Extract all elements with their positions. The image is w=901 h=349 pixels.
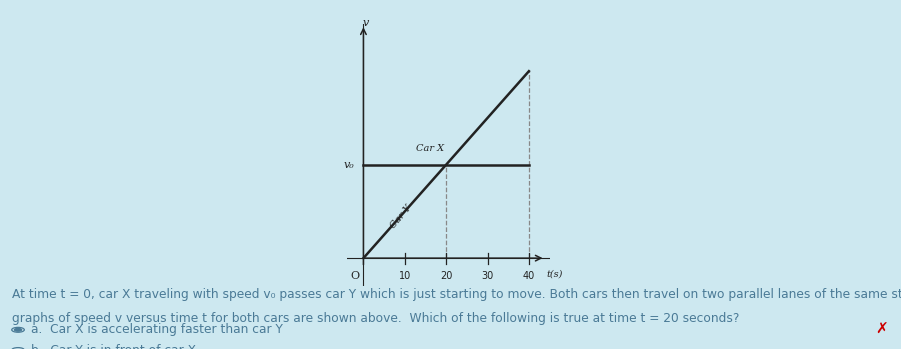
Text: t(s): t(s) [547, 269, 563, 279]
Text: Car X: Car X [415, 144, 443, 154]
Text: b.  Car Y is in front of car X: b. Car Y is in front of car X [31, 343, 196, 349]
Text: v: v [362, 18, 369, 28]
Text: 40: 40 [523, 271, 535, 281]
Text: At time t = 0, car X traveling with speed v₀ passes car Y which is just starting: At time t = 0, car X traveling with spee… [12, 288, 901, 301]
Text: a.  Car X is accelerating faster than car Y: a. Car X is accelerating faster than car… [31, 323, 283, 336]
Text: 10: 10 [398, 271, 411, 281]
Text: 30: 30 [481, 271, 494, 281]
Text: O: O [350, 271, 359, 281]
Text: v₀: v₀ [343, 159, 354, 170]
Text: graphs of speed v versus time t for both cars are shown above.  Which of the fol: graphs of speed v versus time t for both… [12, 312, 739, 325]
Text: Car Y: Car Y [388, 203, 413, 230]
Text: ✗: ✗ [875, 322, 887, 337]
Text: 20: 20 [440, 271, 452, 281]
